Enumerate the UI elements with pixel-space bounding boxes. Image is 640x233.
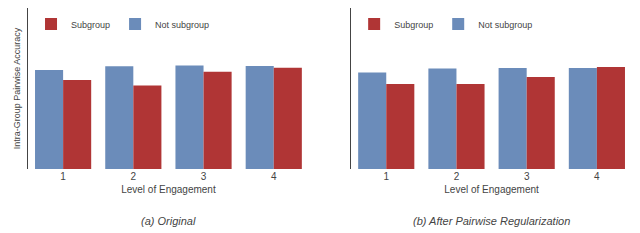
svg-text:Subgroup: Subgroup	[71, 20, 110, 30]
svg-text:4: 4	[271, 171, 277, 182]
svg-text:Not subgroup: Not subgroup	[478, 20, 532, 30]
svg-text:Level of Engagement: Level of Engagement	[121, 184, 216, 195]
svg-text:2: 2	[454, 171, 460, 182]
svg-text:(a) Original: (a) Original	[141, 215, 196, 227]
svg-text:Level of Engagement: Level of Engagement	[444, 184, 539, 195]
svg-text:Intra-Group Pairwise Accuracy: Intra-Group Pairwise Accuracy	[12, 27, 22, 149]
svg-text:1: 1	[60, 171, 66, 182]
svg-text:Not subgroup: Not subgroup	[155, 20, 209, 30]
svg-text:Subgroup: Subgroup	[394, 20, 433, 30]
svg-text:1: 1	[383, 171, 389, 182]
svg-text:(b) After Pairwise Regularizat: (b) After Pairwise Regularization	[413, 215, 570, 227]
svg-text:4: 4	[594, 171, 600, 182]
svg-text:3: 3	[524, 171, 530, 182]
svg-text:2: 2	[131, 171, 137, 182]
svg-text:3: 3	[201, 171, 207, 182]
